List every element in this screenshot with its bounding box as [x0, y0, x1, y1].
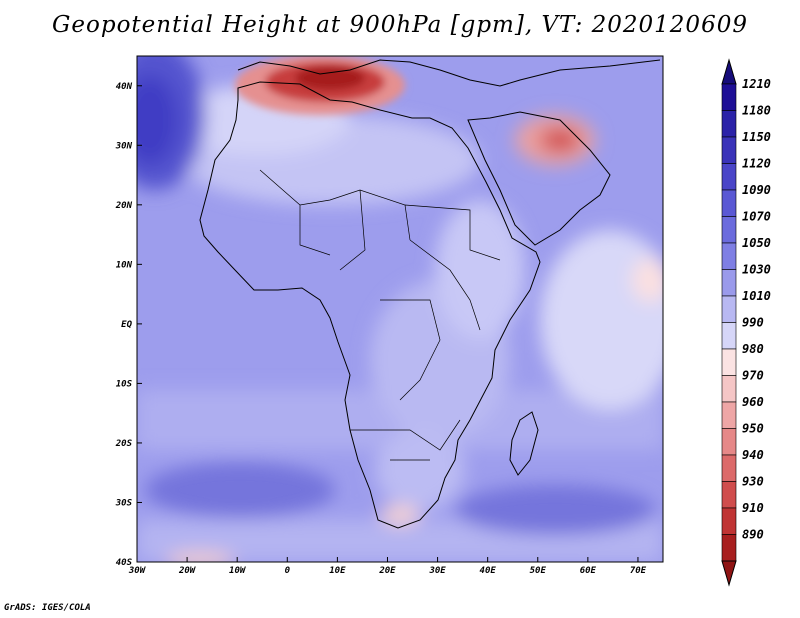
lon-tick-label: 20W: [178, 566, 197, 576]
arabia-coastline: [467, 111, 611, 246]
colorbar-swatch: [721, 507, 737, 535]
map-title: Geopotential Height at 900hPa [gpm], VT:…: [52, 12, 748, 38]
colorbar-label: 980: [742, 342, 764, 356]
height-field: [137, 56, 663, 562]
colorbar-label: 930: [742, 475, 764, 489]
lat-tick-label: 20N: [115, 201, 133, 211]
colorbar-swatch: [721, 401, 737, 429]
madagascar-coastline: [509, 411, 539, 476]
lon-tick-label: 70E: [630, 566, 647, 576]
grads-credit: GrADS: IGES/COLA: [4, 603, 91, 613]
coastlines: [199, 59, 661, 529]
africa-coastline: [199, 81, 541, 529]
colorbar-swatch: [721, 295, 737, 323]
colorbar-swatch: [721, 534, 737, 562]
colorbar-label: 970: [742, 369, 764, 383]
lat-tick-label: EQ: [121, 320, 132, 330]
lon-tick-label: 50E: [530, 566, 547, 576]
lon-tick-label: 10E: [329, 566, 346, 576]
colorbar-label: 950: [742, 422, 764, 436]
colorbar-swatch: [721, 189, 737, 217]
colorbar-swatch: [721, 269, 737, 297]
lon-tick-label: 40E: [480, 566, 497, 576]
colorbar-label: 1090: [742, 183, 771, 197]
lat-tick-label: 20S: [115, 439, 133, 449]
latitude-ticks: 40N 30N 20N 10N EQ 10S 20S 30S 40S: [115, 82, 142, 568]
colorbar-swatch: [721, 216, 737, 244]
colorbar-label: 1050: [742, 236, 771, 250]
lat-tick-label: 40S: [116, 558, 133, 568]
colorbar-label: 940: [742, 448, 764, 462]
colorbar-label: 1210: [742, 77, 771, 91]
colorbar-swatch: [721, 481, 737, 509]
colorbar-swatch: [721, 110, 737, 138]
colorbar-label: 1180: [742, 104, 771, 118]
lon-tick-label: 10W: [229, 566, 247, 576]
colorbar-label: 1150: [742, 130, 771, 144]
colorbar-label: 1120: [742, 157, 771, 171]
lon-tick-label: 60E: [580, 566, 597, 576]
lat-tick-label: 30S: [115, 498, 133, 508]
colorbar-swatch: [721, 428, 737, 456]
europe-coastline: [237, 59, 661, 87]
colorbar-swatch: [721, 83, 737, 111]
colorbar-swatch: [721, 242, 737, 270]
colorbar: 1210 1180 1150 1120 1090 1070 1050 1030 1010 990 9…: [721, 58, 771, 587]
colorbar-label: 1070: [742, 210, 771, 224]
lon-tick-label: 20E: [378, 566, 396, 576]
lat-tick-label: 10N: [116, 260, 133, 270]
lon-tick-label: 0: [285, 566, 291, 576]
colorbar-swatch: [721, 375, 737, 403]
colorbar-swatch: [721, 322, 737, 350]
colorbar-label: 990: [742, 316, 764, 330]
colorbar-swatch: [721, 348, 737, 376]
lat-tick-label: 30N: [115, 141, 133, 151]
colorbar-label: 910: [742, 501, 764, 515]
lat-tick-label: 10S: [116, 379, 133, 389]
colorbar-swatch: [721, 136, 737, 164]
border-lines: [259, 169, 501, 461]
colorbar-label: 960: [742, 395, 764, 409]
colorbar-swatch: [721, 454, 737, 482]
lon-tick-label: 30W: [128, 566, 147, 576]
lat-tick-label: 40N: [116, 82, 133, 92]
colorbar-swatch: [721, 163, 737, 191]
colorbar-top-cap: [721, 58, 737, 85]
colorbar-label: 1030: [742, 263, 771, 277]
colorbar-bottom-cap: [721, 560, 737, 587]
longitude-ticks: 30W 20W 10W 0 10E 20E 30E 40E 50E 60E 70E: [128, 557, 647, 576]
plot-frame: [136, 55, 664, 563]
colorbar-label: 1010: [742, 289, 771, 303]
lon-tick-label: 30E: [428, 566, 446, 576]
colorbar-label: 890: [742, 528, 764, 542]
